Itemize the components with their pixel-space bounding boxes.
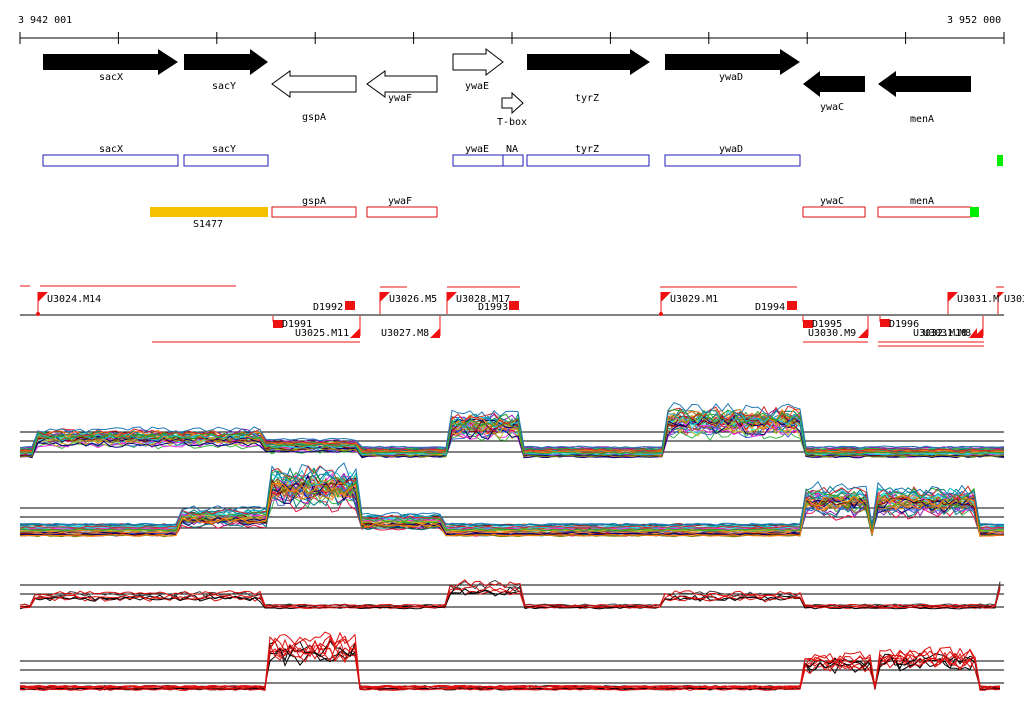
minus-label-ywaf: ywaF [388, 196, 412, 207]
start-coordinate: 3 942 001 [18, 15, 72, 26]
gene-label-gspa: gspA [302, 112, 326, 123]
tu-label-d1993[interactable]: D1993 [478, 302, 508, 313]
gene-arrow-mena[interactable] [878, 71, 971, 97]
gene-arrow-ywae[interactable] [452, 47, 504, 77]
gene-arrow-sacx[interactable] [43, 49, 178, 75]
expression-trace [19, 647, 1001, 689]
gene-arrow-ywad[interactable] [665, 49, 800, 75]
plus-box-ywae[interactable] [452, 154, 504, 167]
expression-panel-minus-multi [19, 462, 1005, 538]
expression-trace [19, 480, 1005, 532]
gene-arrow-gspa[interactable] [271, 70, 357, 98]
expression-trace [19, 409, 1005, 455]
gene-label-tyrz: tyrZ [575, 93, 599, 104]
plus-label-sacx: sacX [99, 144, 123, 155]
plus-label-ywae: ywaE [465, 144, 489, 155]
minus-label-ywac: ywaC [820, 196, 844, 207]
expression-panel-minus-summary [19, 631, 1004, 692]
gene-arrow-tbox[interactable] [501, 91, 524, 115]
tu-label-u3031-m8[interactable]: U3031.M8 [923, 328, 971, 339]
marker-plus [997, 155, 1003, 166]
plus-label-ywad: ywaD [719, 144, 743, 155]
expression-trace [19, 405, 1005, 452]
gene-label-mena: menA [910, 114, 934, 125]
gene-label-sacy: sacY [212, 81, 236, 92]
gene-label-ywae: ywaE [465, 81, 489, 92]
tu-label-u3026[interactable]: U3026.M5 [389, 294, 437, 305]
expression-trace [19, 467, 1005, 527]
gene-label-tbox: T-box [497, 117, 527, 128]
expression-trace [19, 462, 1005, 526]
expression-trace [19, 401, 1005, 449]
gene-arrow-sacy[interactable] [184, 49, 268, 75]
other-feature-s1477[interactable] [150, 207, 268, 217]
expression-trace [19, 631, 1001, 689]
expression-trace [19, 468, 1005, 532]
tu-label-d1991[interactable]: D1991 [282, 319, 312, 330]
plus-box-sacx[interactable] [42, 154, 179, 167]
expression-trace [19, 584, 1001, 610]
expression-trace [19, 639, 1001, 688]
expression-trace [19, 480, 1005, 537]
expression-panel-plus-summary [19, 579, 1004, 610]
coordinate-ruler: 3 942 001 3 952 000 [18, 15, 1005, 44]
expression-trace [19, 409, 1005, 456]
gene-arrow-ywac[interactable] [803, 71, 865, 97]
gene-label-sacx: sacX [99, 72, 123, 83]
minus-label-mena: menA [910, 196, 934, 207]
plus-label-sacy: sacY [212, 144, 236, 155]
minus-label-gspa: gspA [302, 196, 326, 207]
tu-label-u3029[interactable]: U3029.M1 [670, 294, 718, 305]
expression-trace [19, 408, 1005, 450]
gene-arrow-ywaf[interactable] [366, 70, 438, 98]
expression-trace [19, 464, 1005, 529]
expression-trace [19, 474, 1005, 536]
minus-box-ywac[interactable] [802, 206, 866, 218]
plus-box-ywad[interactable] [664, 154, 801, 167]
tu-label-d1996[interactable]: D1996 [889, 319, 919, 330]
minus-box-gspa[interactable] [271, 206, 357, 218]
gene-arrow-tyrz[interactable] [527, 49, 650, 75]
minus-box-mena[interactable] [877, 206, 972, 218]
plus-box-tyrz[interactable] [526, 154, 650, 167]
expression-trace [19, 481, 1005, 530]
tu-label-u3030[interactable]: U3030.M9 [808, 328, 856, 339]
plus-box-sacy[interactable] [183, 154, 269, 167]
plus-label-tyrz: tyrZ [575, 144, 599, 155]
tu-label-u3025[interactable]: U3025.M11 [295, 328, 349, 339]
plus-box-na[interactable] [502, 154, 524, 167]
tu-label-u3032[interactable]: U3032.M18 [913, 328, 967, 339]
tu-label-u303[interactable]: U303 [1004, 294, 1024, 305]
transcript-track: U3024.M14 D1992 U3026.M5 U3028.M17 D1993… [20, 285, 1024, 347]
marker-minus [970, 207, 979, 217]
plus-label-na: NA [506, 144, 518, 155]
minus-box-ywaf[interactable] [366, 206, 438, 218]
tu-label-d1995[interactable]: D1995 [812, 319, 842, 330]
tu-label-d1994[interactable]: D1994 [755, 302, 785, 313]
tu-label-u3027[interactable]: U3027.M8 [381, 328, 429, 339]
other-feature-label: S1477 [193, 219, 223, 230]
expression-trace [19, 635, 1001, 689]
plus-strand-track: sacX sacY ywaE NA tyrZ ywaD [42, 144, 1003, 167]
gene-label-ywad: ywaD [719, 72, 743, 83]
expression-trace [19, 581, 1001, 609]
tu-label-u3028[interactable]: U3028.M17 [456, 294, 510, 305]
gene-label-ywac: ywaC [820, 102, 844, 113]
gene-track: sacX sacY gspA ywaF ywaE T-box tyrZ ywaD… [43, 47, 971, 128]
tu-label-u3031[interactable]: U3031.M [957, 294, 999, 305]
end-coordinate: 3 952 000 [947, 15, 1001, 26]
expression-trace [19, 421, 1005, 459]
gene-label-ywaf: ywaF [388, 93, 412, 104]
expression-panel-plus-multi [19, 401, 1005, 459]
tu-label-d1992[interactable]: D1992 [313, 302, 343, 313]
tu-label-u3024[interactable]: U3024.M14 [47, 294, 101, 305]
expression-trace [19, 579, 1001, 607]
minus-strand-track: S1477 gspA ywaF ywaC menA [150, 196, 979, 230]
